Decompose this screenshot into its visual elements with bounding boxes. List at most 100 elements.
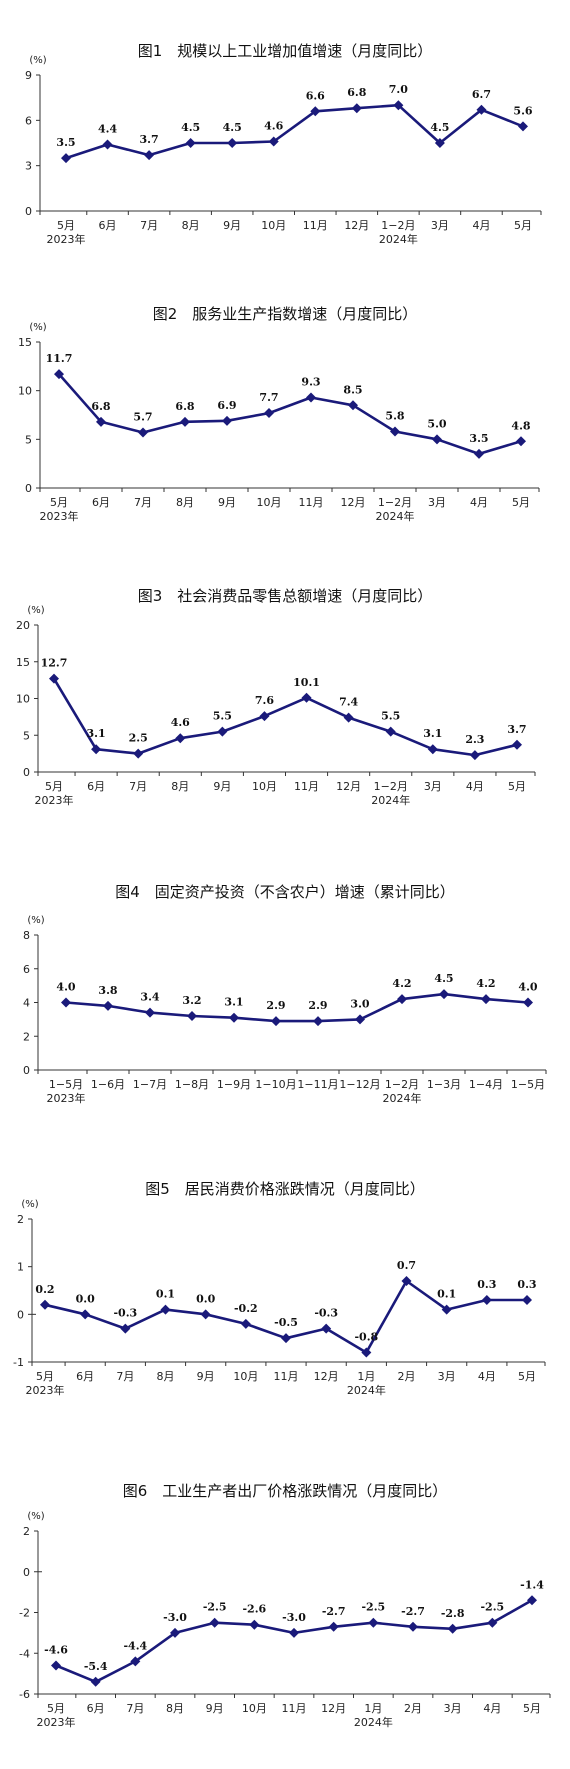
data-label: -0.3: [113, 1307, 137, 1320]
year-label: 2024年: [379, 232, 418, 246]
data-point: [51, 1660, 61, 1671]
data-point: [259, 711, 270, 722]
y-tick-label: 0: [23, 766, 30, 779]
data-point: [102, 139, 113, 150]
data-point: [385, 726, 396, 737]
unit-label: (%): [21, 1199, 38, 1210]
chart-title: 图1 规模以上工业增加值增速（月度同比）: [137, 42, 433, 60]
data-label: 10.1: [293, 676, 320, 689]
x-tick-label: 3月: [444, 1702, 462, 1715]
y-tick-label: 6: [23, 963, 30, 976]
x-tick-label: 8月: [182, 219, 200, 232]
data-label: 0.1: [156, 1288, 175, 1301]
x-tick-label: 4月: [470, 496, 488, 509]
data-point: [175, 733, 186, 744]
data-point: [187, 1011, 197, 1021]
data-point: [481, 994, 491, 1005]
data-label: 2.5: [129, 732, 148, 745]
x-tick-label: 7月: [134, 496, 152, 509]
year-label: 2023年: [26, 1383, 65, 1397]
data-point: [91, 744, 102, 755]
x-tick-label: 9月: [197, 1370, 215, 1383]
series-line: [52, 678, 518, 757]
x-tick-label: 9月: [206, 1702, 224, 1715]
data-label: 4.6: [264, 119, 283, 132]
data-point: [227, 138, 238, 148]
x-tick-label: 3月: [424, 780, 442, 793]
x-tick-label: 10月: [233, 1370, 258, 1383]
x-tick-label: 1−10月: [255, 1078, 296, 1091]
x-tick-label: 9月: [223, 219, 241, 232]
data-point: [103, 1000, 113, 1011]
y-tick-label: -1: [13, 1356, 24, 1369]
x-tick-label: 7月: [129, 780, 147, 793]
data-point: [427, 744, 438, 755]
x-tick-label: 8月: [176, 496, 194, 509]
x-tick-label: 5月: [50, 496, 68, 509]
x-tick-label: 10月: [252, 780, 277, 793]
y-tick-label: 0: [23, 1566, 30, 1579]
data-point: [474, 448, 484, 459]
data-label: 5.7: [133, 411, 152, 424]
data-label: 3.7: [140, 133, 159, 146]
data-point: [469, 750, 480, 761]
data-point: [249, 1619, 260, 1630]
y-tick-label: 0: [25, 205, 32, 218]
data-point: [49, 673, 59, 684]
x-tick-label: 2月: [398, 1370, 416, 1383]
data-label: 6.9: [217, 399, 236, 412]
data-label: 2.9: [308, 999, 327, 1012]
data-label: -0.8: [354, 1330, 378, 1343]
data-point: [281, 1333, 291, 1344]
x-tick-label: 3月: [438, 1370, 456, 1383]
y-tick-label: 3: [25, 160, 32, 173]
data-label: 3.7: [507, 723, 526, 736]
year-label: 2023年: [35, 793, 74, 807]
data-point: [512, 739, 522, 750]
data-label: -4.6: [44, 1643, 68, 1656]
x-tick-label: 9月: [218, 496, 236, 509]
x-tick-label: 10月: [257, 496, 282, 509]
data-label: 0.2: [35, 1283, 54, 1296]
y-tick-label: -4: [19, 1647, 30, 1660]
data-point: [222, 415, 232, 426]
data-point: [144, 150, 155, 161]
x-tick-label: 10月: [242, 1702, 267, 1715]
data-point: [313, 1016, 323, 1027]
data-point: [170, 1627, 180, 1638]
data-point: [401, 1275, 412, 1286]
data-point: [289, 1627, 299, 1638]
data-label: 3.1: [224, 996, 243, 1009]
y-tick-label: 10: [18, 385, 32, 398]
year-label: 2024年: [383, 1091, 422, 1105]
data-label: -2.6: [242, 1603, 266, 1616]
data-point: [209, 1617, 220, 1628]
data-point: [40, 1299, 50, 1310]
x-tick-label: 1−5月: [511, 1078, 545, 1091]
data-point: [138, 427, 148, 438]
data-label: 0.1: [437, 1288, 456, 1301]
data-label: 4.5: [430, 121, 449, 134]
x-tick-label: 5月: [57, 219, 75, 232]
data-label: 3.1: [87, 727, 106, 740]
data-label: -4.4: [123, 1639, 147, 1652]
data-label: 6.8: [91, 400, 110, 413]
data-label: 7.6: [255, 694, 274, 707]
data-point: [527, 1595, 537, 1606]
data-label: 3.1: [423, 727, 442, 740]
x-tick-label: 5月: [514, 219, 532, 232]
data-point: [408, 1621, 418, 1632]
data-point: [321, 1323, 332, 1334]
data-point: [185, 138, 196, 148]
data-point: [145, 1007, 155, 1018]
y-tick-label: -2: [19, 1607, 30, 1620]
data-point: [476, 104, 487, 115]
x-tick-label: 1−4月: [469, 1078, 503, 1091]
data-label: 5.5: [213, 710, 232, 723]
y-tick-label: 15: [18, 336, 32, 349]
data-label: 7.7: [259, 391, 278, 404]
chart-title: 图2 服务业生产指数增速（月度同比）: [152, 305, 418, 323]
unit-label: (%): [27, 915, 44, 926]
data-point: [229, 1012, 239, 1023]
data-point: [434, 138, 445, 148]
